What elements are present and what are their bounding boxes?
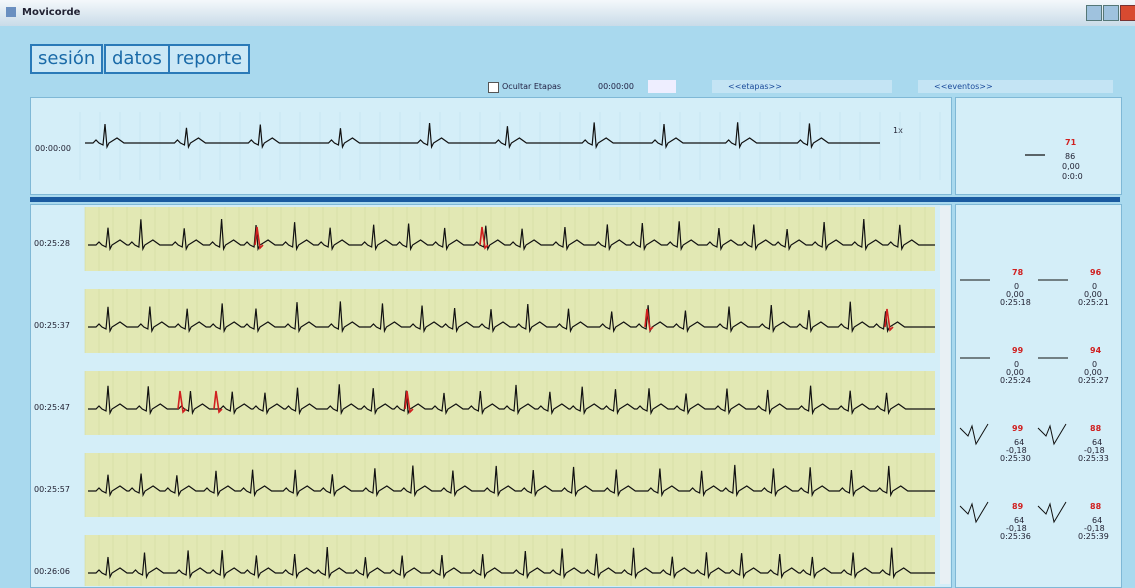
ecg-traces — [0, 0, 1135, 586]
beat-trace — [1038, 424, 1066, 444]
ecg-trace — [85, 122, 880, 147]
strip-band — [85, 207, 935, 271]
beat-trace — [960, 424, 988, 444]
strip-band — [85, 535, 935, 586]
strip-band — [85, 371, 935, 435]
strip-band — [85, 453, 935, 517]
beat-trace — [1038, 502, 1066, 522]
app-window: Movicorde sesión datos reporte Ocultar E… — [0, 0, 1135, 586]
beat-trace — [960, 502, 988, 522]
